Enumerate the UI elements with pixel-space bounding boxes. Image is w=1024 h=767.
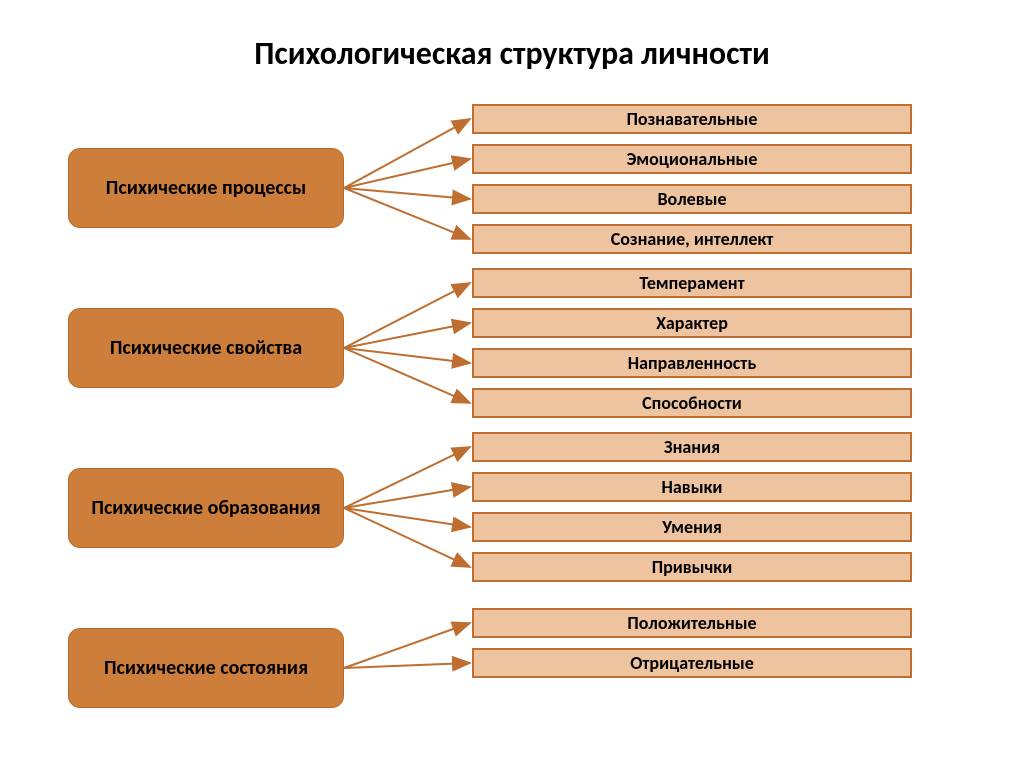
item-box: Отрицательные (472, 648, 912, 678)
item-box: Привычки (472, 552, 912, 582)
item-box: Умения (472, 512, 912, 542)
category-box: Психические состояния (68, 628, 344, 708)
item-box: Способности (472, 388, 912, 418)
item-box: Эмоциональные (472, 144, 912, 174)
category-box: Психические процессы (68, 148, 344, 228)
item-box: Направленность (472, 348, 912, 378)
item-box: Навыки (472, 472, 912, 502)
item-box: Положительные (472, 608, 912, 638)
item-box: Сознание, интеллект (472, 224, 912, 254)
item-box: Знания (472, 432, 912, 462)
item-box: Темперамент (472, 268, 912, 298)
category-box: Психические свойства (68, 308, 344, 388)
diagram-title: Психологическая структура личности (0, 34, 1024, 73)
category-box: Психические образования (68, 468, 344, 548)
item-box: Познавательные (472, 104, 912, 134)
item-box: Волевые (472, 184, 912, 214)
item-box: Характер (472, 308, 912, 338)
